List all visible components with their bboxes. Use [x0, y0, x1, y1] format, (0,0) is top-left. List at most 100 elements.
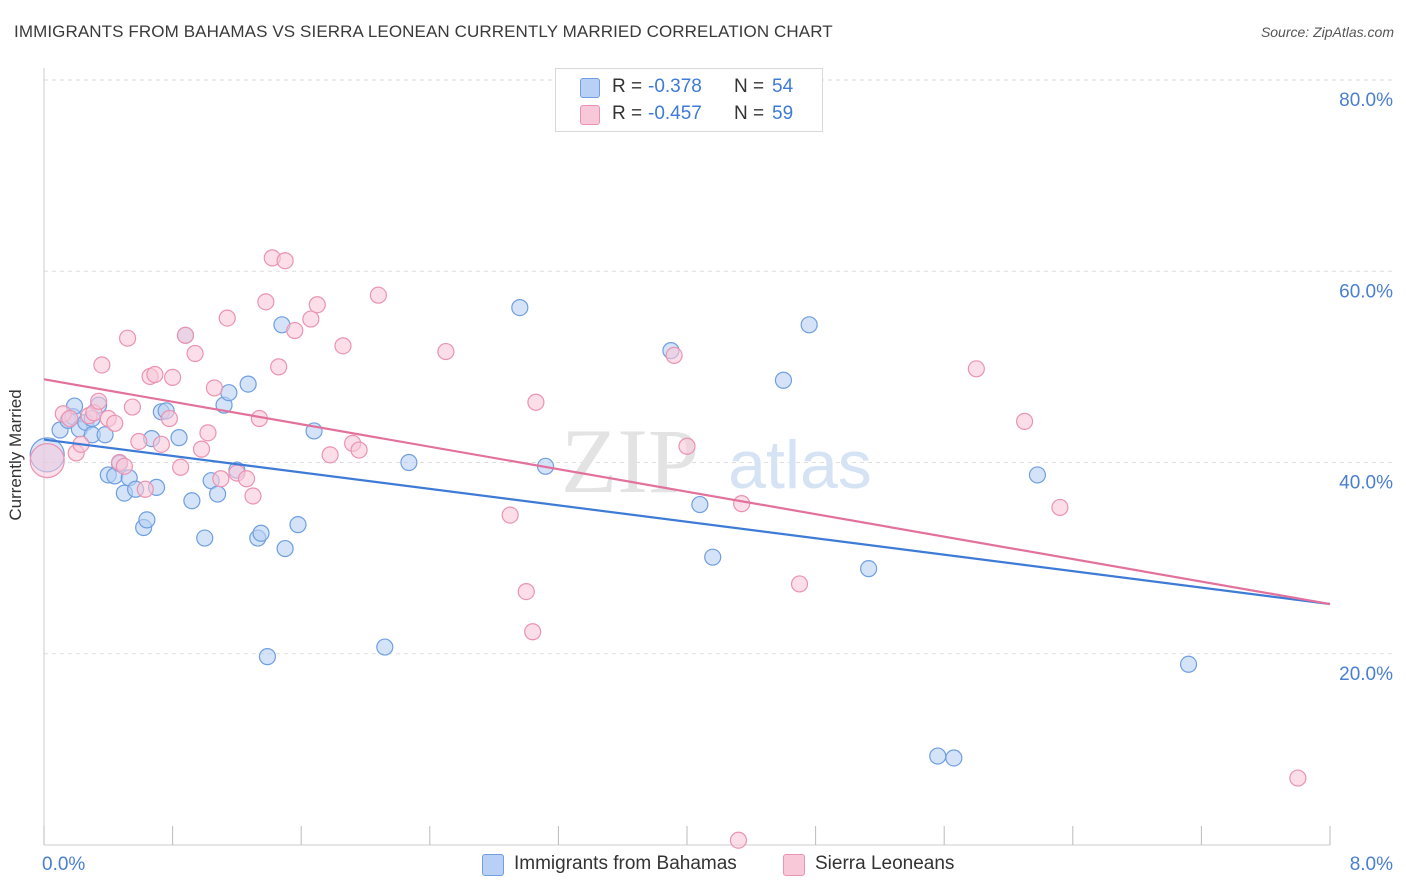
data-point	[790, 575, 809, 593]
data-point	[186, 344, 204, 363]
data-point	[400, 453, 418, 472]
data-point	[276, 252, 294, 270]
data-point	[1015, 412, 1034, 430]
data-point	[164, 368, 182, 386]
data-point	[244, 487, 262, 505]
data-point	[308, 296, 326, 314]
data-point	[1028, 466, 1047, 484]
data-point	[237, 470, 256, 488]
data-point	[172, 458, 190, 476]
data-point	[1289, 769, 1307, 787]
data-point	[257, 293, 275, 311]
x-tick-label: 8.0%	[1350, 854, 1393, 875]
series-bahamas	[29, 298, 1198, 767]
data-point	[860, 560, 878, 578]
data-point	[678, 437, 696, 455]
data-point	[176, 326, 195, 344]
r-label: R =	[612, 76, 643, 97]
n-value: 59	[772, 103, 794, 124]
data-point	[239, 375, 257, 393]
data-point	[106, 414, 124, 432]
data-point	[199, 424, 217, 442]
data-point	[212, 470, 230, 488]
data-point	[118, 329, 137, 347]
r-value: -0.378	[648, 76, 702, 97]
data-point	[524, 623, 542, 641]
data-point	[61, 409, 79, 428]
watermark-zip: ZIP	[561, 410, 699, 512]
data-point	[945, 749, 963, 767]
data-point	[774, 371, 793, 389]
r-value: -0.457	[648, 103, 702, 124]
data-point	[733, 495, 751, 513]
trend-line-sierra-leoneans	[43, 378, 1331, 606]
data-point	[90, 392, 108, 410]
data-point	[729, 831, 748, 849]
data-point	[93, 356, 111, 374]
stats-row-sierra-leone: R = -0.457 N = 59	[556, 102, 822, 126]
data-point	[205, 379, 223, 397]
x-tick-label: 0.0%	[42, 854, 85, 875]
data-point	[376, 638, 394, 656]
data-points	[29, 249, 1307, 849]
data-point	[96, 426, 114, 444]
data-point	[1051, 498, 1069, 517]
bahamas-swatch	[580, 78, 600, 98]
data-point	[691, 495, 709, 514]
watermark-atlas: atlas	[728, 427, 872, 503]
data-point	[967, 360, 985, 378]
chart-title: IMMIGRANTS FROM BAHAMAS VS SIERRA LEONEA…	[14, 22, 833, 41]
tick-labels: 20.0% 40.0% 60.0% 80.0% 0.0% 8.0%	[42, 90, 1393, 875]
data-point	[334, 337, 352, 355]
y-tick-label: 80.0%	[1339, 90, 1393, 111]
data-point	[258, 648, 277, 666]
data-point	[369, 286, 387, 304]
y-tick-label: 60.0%	[1339, 281, 1393, 302]
data-point	[136, 480, 154, 498]
data-point	[437, 342, 455, 361]
y-axis-label: Currently Married	[6, 389, 25, 521]
data-point	[160, 409, 178, 428]
y-tick-label: 20.0%	[1339, 664, 1393, 685]
n-value: 54	[772, 76, 794, 97]
data-point	[192, 440, 211, 458]
data-point	[220, 384, 238, 402]
trend-lines	[43, 378, 1331, 606]
trend-line-bahamas	[43, 438, 1331, 606]
legend-label: Sierra Leoneans	[815, 853, 955, 874]
data-point	[321, 446, 339, 464]
data-point	[123, 398, 142, 416]
data-point	[276, 539, 294, 558]
data-point	[146, 365, 164, 384]
data-point	[800, 316, 818, 334]
grid-lines	[44, 79, 1392, 655]
data-point	[517, 582, 535, 601]
sierra-leone-legend-swatch	[783, 854, 805, 876]
data-point	[350, 441, 368, 459]
y-tick-label: 40.0%	[1339, 473, 1393, 494]
series-sierra-leoneans	[29, 249, 1307, 849]
data-point	[196, 529, 214, 547]
data-point	[511, 298, 529, 317]
r-label: R =	[612, 103, 643, 124]
data-point	[665, 346, 683, 364]
data-point	[209, 485, 227, 503]
data-point	[29, 442, 65, 479]
data-point	[252, 524, 270, 542]
legend-label: Immigrants from Bahamas	[514, 853, 737, 874]
data-point	[302, 310, 320, 328]
data-point	[218, 309, 236, 327]
series-legend: Immigrants from Bahamas Sierra Leoneans	[0, 852, 1406, 878]
data-point	[929, 747, 947, 765]
watermark: ZIP atlas	[561, 410, 872, 512]
data-point	[289, 516, 307, 534]
data-point	[704, 548, 722, 566]
data-point	[115, 457, 133, 475]
data-point	[1179, 655, 1198, 673]
n-label: N =	[734, 103, 765, 124]
bahamas-legend-swatch	[482, 854, 504, 876]
source-credit: Source: ZipAtlas.com	[1260, 24, 1394, 40]
data-point	[527, 393, 545, 411]
n-label: N =	[734, 76, 765, 97]
